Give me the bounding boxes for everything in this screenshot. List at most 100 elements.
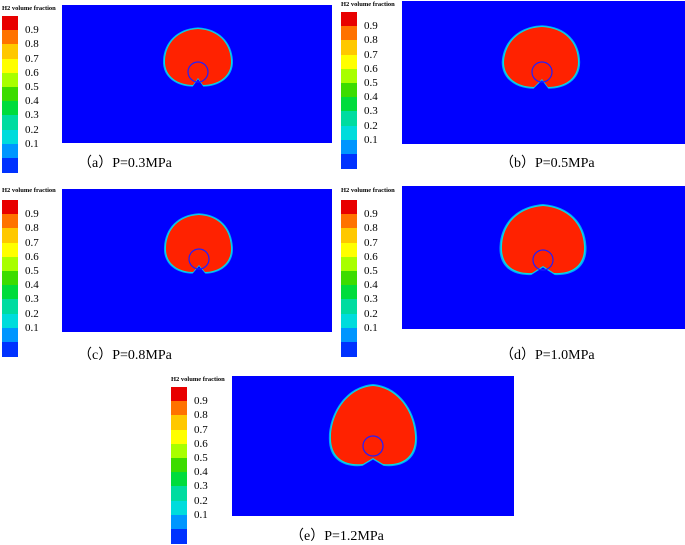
legend-tick-label: 0.4 [194,466,208,479]
legend-swatch [341,228,357,244]
legend-swatch [2,271,18,286]
legend-swatch [2,342,18,357]
caption: （d）P=1.0MPa [500,348,595,363]
legend-tick-label: 0.6 [25,66,39,79]
legend-title: H2 volume fraction [2,187,56,194]
legend-swatch [341,125,357,141]
legend-swatch [2,285,18,300]
legend-tick-label: 0.5 [25,81,39,93]
legend-tick-label: 0.2 [364,307,378,320]
legend-swatch [2,228,18,244]
legend-tick-label: 0.8 [364,34,378,47]
legend-swatch [341,154,357,169]
legend-tick-label: 0.7 [25,52,39,65]
legend-swatch [341,256,357,272]
legend-swatch [171,387,187,402]
legend-swatch [2,16,18,31]
legend-swatch [171,500,187,516]
legend-swatch [2,44,18,60]
legend-title: H2 volume fraction [2,5,56,12]
legend-tick-label: 0.3 [364,105,378,118]
legend-swatch [341,26,357,41]
legend-swatch [341,342,357,357]
legend-swatch [341,285,357,300]
legend-swatch [2,58,18,74]
legend-swatch [171,486,187,502]
legend-swatch [341,327,357,343]
bubble-contour [328,384,418,467]
legend-swatch [341,313,357,329]
legend-swatch [2,313,18,329]
legend-swatch [2,115,18,131]
legend-swatch [341,97,357,112]
contour-field [232,376,514,516]
caption: （a）P=0.3MPa [78,156,172,171]
legend-swatch [2,327,18,343]
caption: （b）P=0.5MPa [500,156,595,171]
legend-swatch [2,256,18,272]
legend-tick-label: 0.1 [364,321,378,334]
legend-tick-label: 0.1 [25,321,39,334]
legend-swatch [2,30,18,45]
contour-field [62,5,332,143]
legend-tick-label: 0.1 [364,133,378,146]
legend-swatch [341,68,357,84]
legend-swatch [2,143,18,159]
legend-tick-label: 0.2 [364,119,378,132]
legend-tick-label: 0.9 [25,208,39,221]
legend-tick-label: 0.7 [194,423,208,436]
bubble-contour [163,213,233,274]
legend-tick-label: 0.6 [364,250,378,263]
legend-swatch [341,139,357,155]
legend-tick-label: 0.9 [364,20,378,33]
legend-tick-label: 0.4 [25,279,39,292]
legend-swatch [2,158,18,173]
legend-swatch [341,200,357,215]
legend-swatch [171,514,187,530]
caption: （c）P=0.8MPa [78,348,172,363]
legend-tick-label: 0.2 [194,494,208,507]
legend-tick-label: 0.6 [194,437,208,450]
legend-tick-label: 0.7 [25,236,39,249]
legend-tick-label: 0.1 [194,508,208,521]
legend-title: H2 volume fraction [341,187,395,194]
legend-tick-label: 0.5 [194,452,208,464]
legend-tick-label: 0.7 [364,236,378,249]
legend-tick-label: 0.7 [364,48,378,61]
legend-tick-label: 0.5 [364,77,378,89]
legend-tick-label: 0.6 [25,250,39,263]
legend-tick-label: 0.4 [364,279,378,292]
legend-swatch [2,87,18,102]
legend-swatch [2,72,18,88]
legend-swatch [341,111,357,127]
legend-tick-label: 0.2 [25,307,39,320]
legend-tick-label: 0.8 [194,409,208,422]
legend-swatch [341,83,357,98]
tube-outline [188,248,210,270]
legend-swatch [171,415,187,431]
legend-swatch [2,299,18,315]
legend-tick-label: 0.8 [25,222,39,235]
contour-field [402,1,685,144]
legend-swatch [171,529,187,544]
legend-swatch [2,242,18,258]
legend-swatch [2,101,18,116]
contour-field [62,189,332,332]
legend-swatch [2,129,18,145]
legend-swatch [2,214,18,229]
legend-tick-label: 0.8 [364,222,378,235]
legend-tick-label: 0.4 [25,95,39,108]
legend-tick-label: 0.3 [194,480,208,493]
bubble-contour [162,27,234,87]
legend-tick-label: 0.3 [364,293,378,306]
legend-tick-label: 0.6 [364,62,378,75]
legend-swatch [341,271,357,286]
legend-tick-label: 0.9 [194,395,208,408]
legend-tick-label: 0.3 [25,293,39,306]
caption: （e）P=1.2MPa [290,529,384,544]
legend-title: H2 volume fraction [341,1,395,8]
legend-swatch [341,299,357,315]
legend-tick-label: 0.3 [25,109,39,122]
legend-swatch [171,472,187,487]
bubble-contour [501,25,581,89]
